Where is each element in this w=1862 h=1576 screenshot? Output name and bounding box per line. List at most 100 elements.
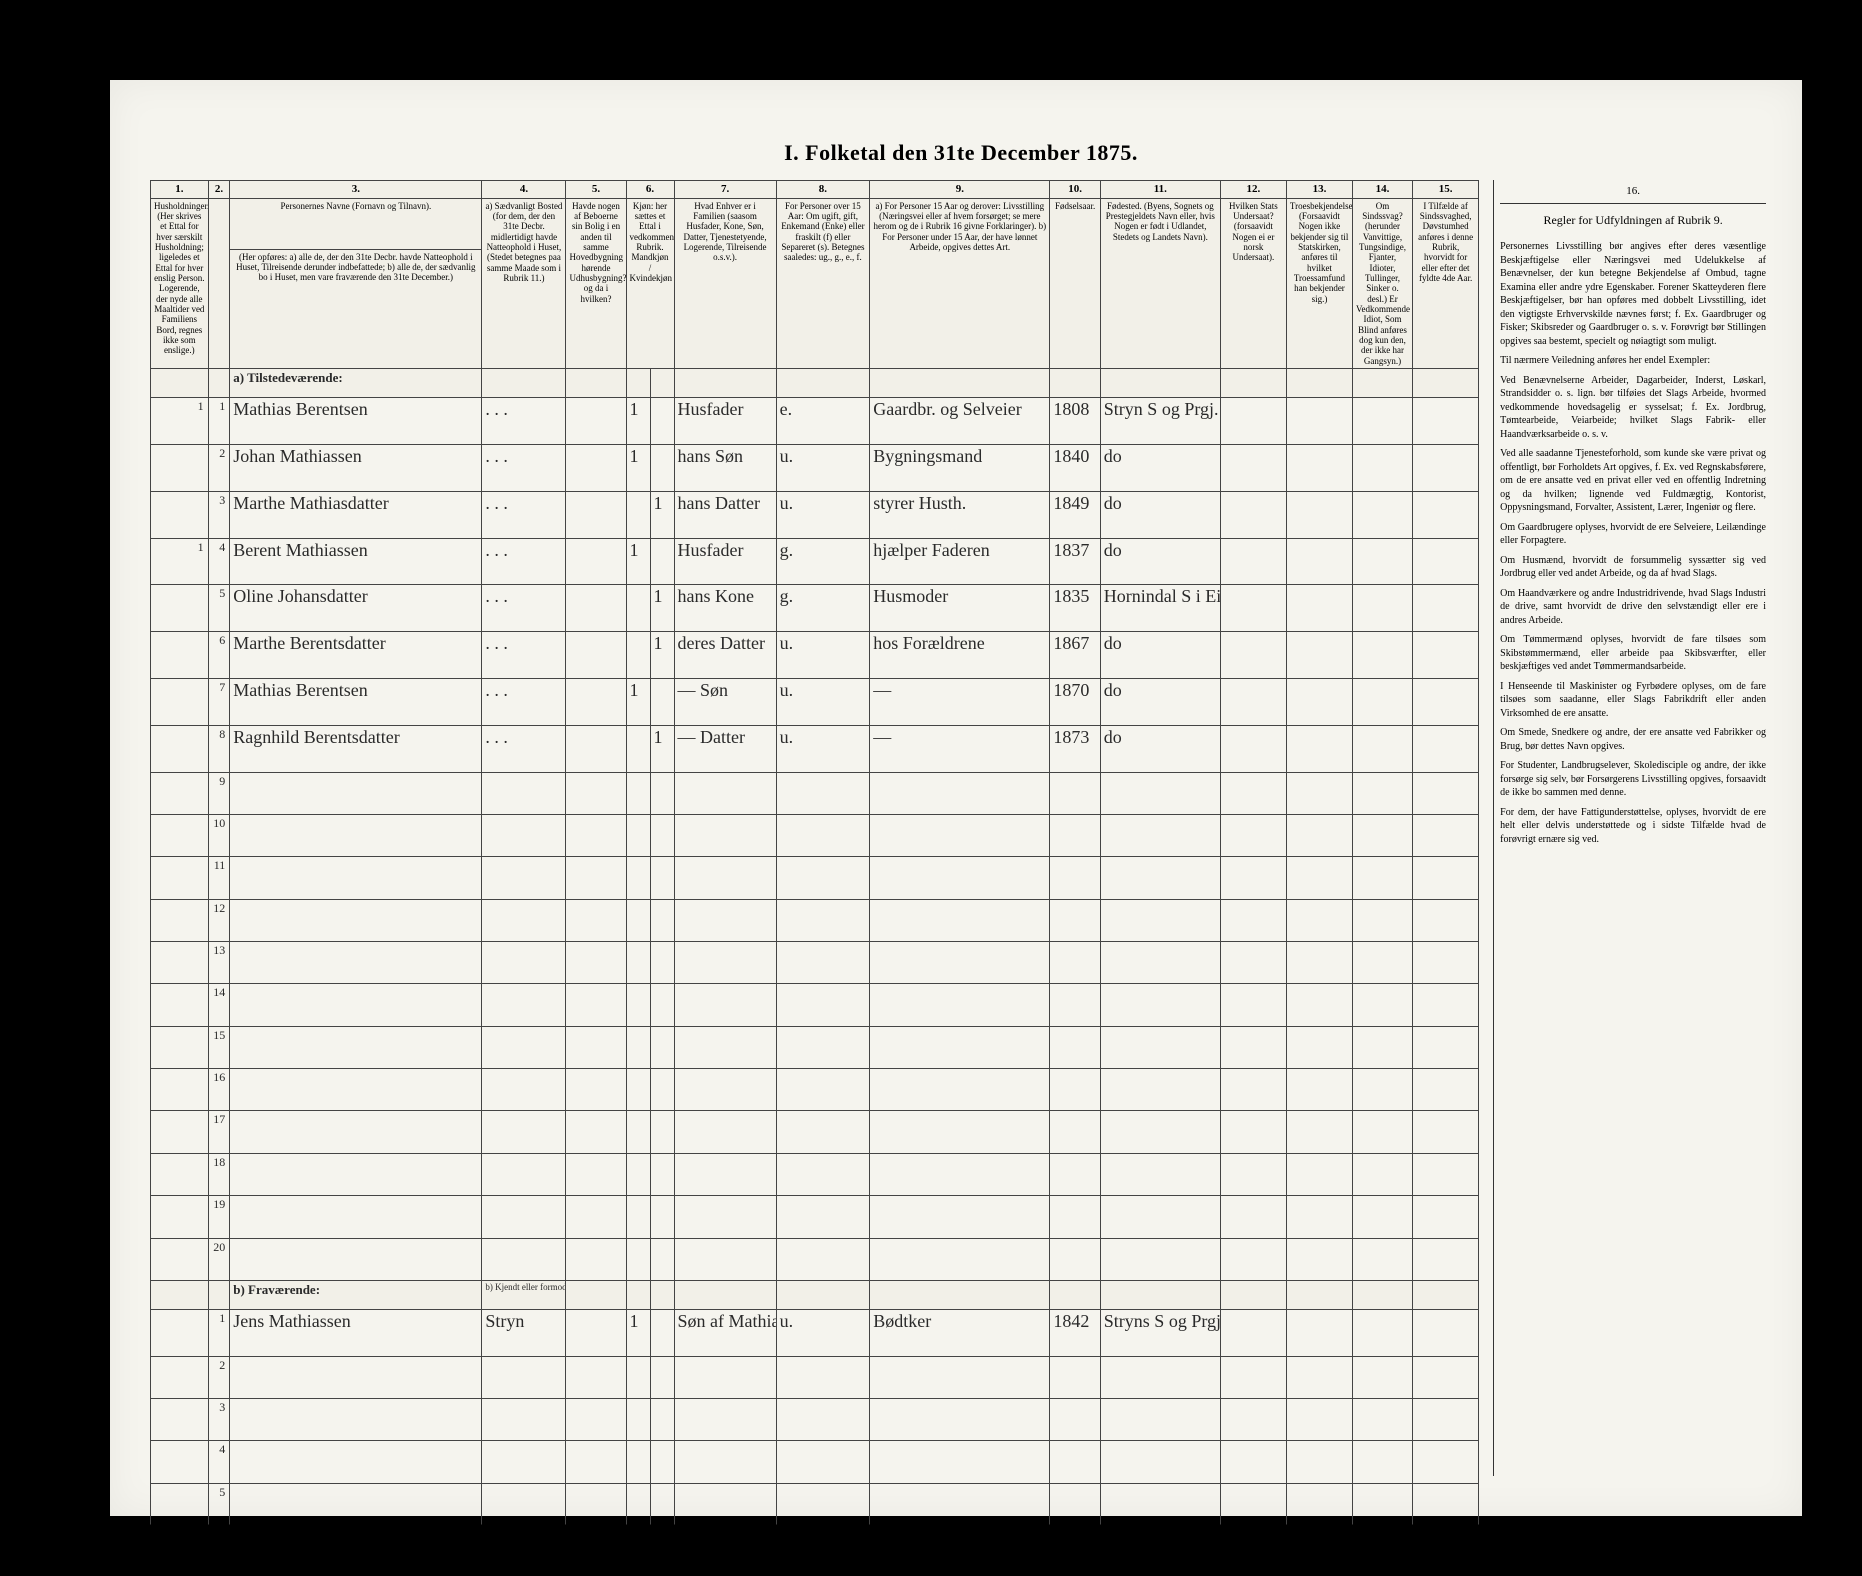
cell [1220,1483,1286,1525]
rules-paragraph: Personernes Livsstilling bør angives eft… [1500,240,1766,348]
cell [1286,814,1352,856]
cell [1352,899,1412,941]
cell [650,1280,674,1309]
cell [1100,1153,1220,1195]
col-num: 2. [208,181,230,199]
col-num: 14. [1352,181,1412,199]
col-header-8: For Personer over 15 Aar: Om ugift, gift… [776,198,870,369]
cell [1352,1153,1412,1195]
cell [650,538,674,585]
rules-paragraph: Ved Benævnelserne Arbeider, Dagarbeider,… [1500,374,1766,442]
cell [870,772,1050,814]
cell [1050,857,1100,899]
cell [1220,678,1286,725]
cell [1413,678,1479,725]
cell [1220,942,1286,984]
cell [1050,772,1100,814]
cell: 1 [650,585,674,632]
table-row-empty: 4 [151,1441,1479,1483]
cell: u. [776,491,870,538]
cell [674,1483,776,1525]
cell: — Søn [674,678,776,725]
cell [1286,725,1352,772]
cell [650,398,674,445]
cell: b) Kjendt eller formodet Opholdssted. [482,1280,566,1309]
cell: 1849 [1050,491,1100,538]
cell [151,942,209,984]
cell [151,1069,209,1111]
cell [1413,814,1479,856]
cell [566,814,626,856]
cell [1050,1399,1100,1441]
cell [1352,1026,1412,1068]
cell: 4 [208,1441,230,1483]
cell [482,1153,566,1195]
cell [674,984,776,1026]
cell: u. [776,632,870,679]
cell: Husfader [674,538,776,585]
cell: hjælper Faderen [870,538,1050,585]
cell: Hornindal S i Eids Prgj. [1100,585,1220,632]
cell [626,984,650,1026]
cell [482,369,566,398]
cell [1413,942,1479,984]
cell: 4 [208,538,230,585]
cell [776,814,870,856]
cell [151,857,209,899]
rules-paragraph: Ved alle saadanne Tjenesteforhold, som k… [1500,447,1766,515]
cell [230,1441,482,1483]
table-row-empty: 9 [151,772,1479,814]
rules-paragraph: Om Gaardbrugere oplyses, hvorvidt de ere… [1500,521,1766,548]
table-row-empty: 10 [151,814,1479,856]
cell [230,1026,482,1068]
section-row: b) Fraværende:b) Kjendt eller formodet O… [151,1280,1479,1309]
cell [650,1069,674,1111]
cell [1050,1238,1100,1280]
cell [566,1483,626,1525]
cell [870,984,1050,1026]
cell [1050,1153,1100,1195]
cell [482,1069,566,1111]
cell [1352,632,1412,679]
cell [626,1483,650,1525]
cell [1352,857,1412,899]
cell [626,369,650,398]
cell [1220,1309,1286,1356]
cell [650,1309,674,1356]
cell [1286,1196,1352,1238]
cell [566,1356,626,1398]
cell [674,1238,776,1280]
cell [1050,814,1100,856]
cell [566,632,626,679]
table-row-empty: 16 [151,1069,1479,1111]
cell [650,1026,674,1068]
cell [1352,1238,1412,1280]
cell: — Datter [674,725,776,772]
cell [626,1196,650,1238]
cell: Mathias Berentsen [230,678,482,725]
cell [1413,1026,1479,1068]
cell [1286,857,1352,899]
col-num: 12. [1220,181,1286,199]
cell [674,369,776,398]
cell [870,814,1050,856]
cell [1100,1026,1220,1068]
cell: . . . [482,585,566,632]
cell [566,772,626,814]
cell [1413,1399,1479,1441]
cell [151,1483,209,1525]
table-row-empty: 17 [151,1111,1479,1153]
cell [1352,444,1412,491]
cell [870,1441,1050,1483]
cell [566,1280,626,1309]
cell [1100,1238,1220,1280]
cell [1286,942,1352,984]
cell: do [1100,538,1220,585]
cell: Oline Johansdatter [230,585,482,632]
table-row-empty: 11 [151,857,1479,899]
cell [650,772,674,814]
cell [626,1111,650,1153]
col-num: 11. [1100,181,1220,199]
cell: . . . [482,632,566,679]
cell [1220,857,1286,899]
